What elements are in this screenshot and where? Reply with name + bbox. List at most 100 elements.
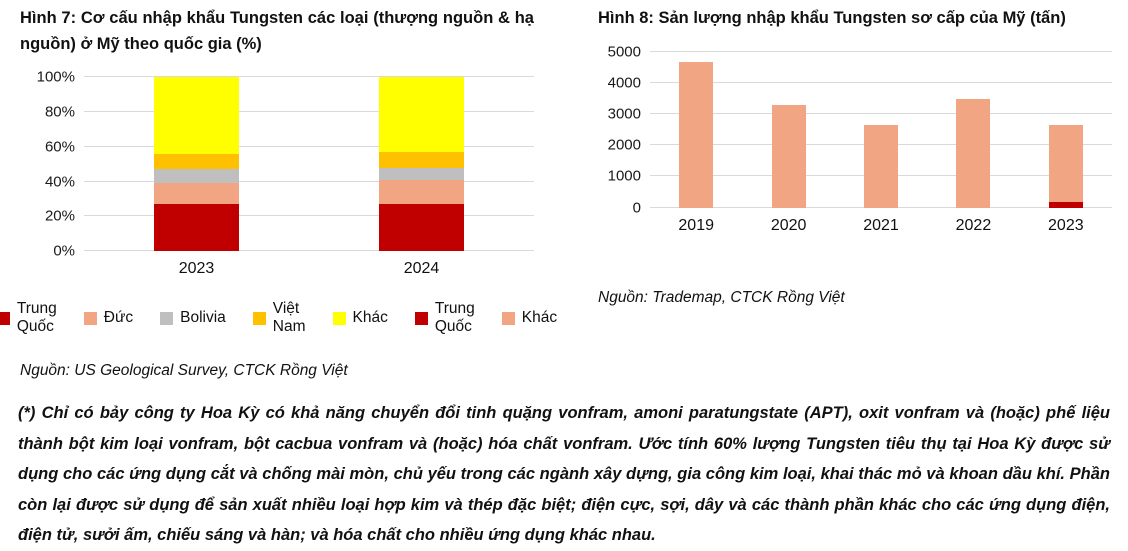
bar-segment bbox=[379, 167, 464, 180]
legend-label: Đức bbox=[103, 309, 134, 327]
bar-segment bbox=[154, 77, 239, 154]
legend-item: Bolivia bbox=[160, 309, 226, 327]
bar-slot bbox=[927, 52, 1019, 208]
bar-2023 bbox=[1048, 52, 1083, 208]
chart8-plot bbox=[650, 50, 1112, 208]
legend-label: Trung Quốc bbox=[16, 300, 57, 336]
x-tick-label: 2019 bbox=[678, 216, 714, 234]
y-tick-label: 1000 bbox=[607, 167, 641, 185]
chart8-y-axis: 0 1000 2000 3000 4000 5000 bbox=[598, 43, 650, 216]
chart8-plot-area: 0 1000 2000 3000 4000 5000 2019 2020 2021 2022 20… bbox=[598, 43, 1112, 235]
x-tick-label: 2023 bbox=[1048, 216, 1084, 234]
legend-item: Trung Quốc bbox=[414, 300, 475, 336]
x-tick-label: 2023 bbox=[178, 260, 215, 278]
bar-segment bbox=[154, 183, 239, 205]
legend-label: Bolivia bbox=[180, 309, 226, 327]
legend-item: Đức bbox=[83, 309, 134, 327]
page: Hình 7: Cơ cấu nhập khẩu Tungsten các lo… bbox=[0, 6, 1128, 544]
x-tick-label: 2024 bbox=[403, 260, 440, 278]
bar-segment bbox=[771, 105, 806, 208]
bar-2021 bbox=[864, 52, 899, 208]
legend-item: Trung Quốc bbox=[0, 300, 57, 336]
legend-item: Khác bbox=[501, 309, 558, 327]
legend-label: Trung Quốc bbox=[434, 300, 475, 336]
bar-slot bbox=[835, 52, 927, 208]
bar-segment bbox=[1048, 124, 1083, 203]
chart7-x-axis: 2023 2024 bbox=[84, 260, 534, 278]
bar-segment bbox=[956, 99, 991, 208]
bars-layer bbox=[650, 52, 1112, 208]
y-tick-label: 3000 bbox=[607, 105, 641, 123]
gridline bbox=[84, 76, 534, 78]
x-tick-label: 2022 bbox=[955, 216, 992, 234]
chart8-source: Nguồn: Trademap, CTCK Rồng Việt bbox=[598, 288, 845, 306]
bar-segment bbox=[154, 153, 239, 170]
bar-segment bbox=[154, 169, 239, 184]
chart7-plot-wrap: 2023 2024 bbox=[84, 76, 534, 278]
bar-2022 bbox=[956, 52, 991, 208]
gridline bbox=[84, 180, 534, 182]
legend-item: Việt Nam bbox=[252, 300, 306, 336]
bar-segment bbox=[1048, 202, 1083, 208]
y-tick-label: 60% bbox=[44, 138, 75, 156]
bar-slot bbox=[650, 52, 742, 208]
y-tick-label: 4000 bbox=[607, 74, 641, 92]
legend-swatch bbox=[414, 311, 428, 325]
bar-slot bbox=[84, 77, 309, 252]
gridline bbox=[650, 112, 1112, 114]
y-tick-label: 20% bbox=[44, 207, 75, 225]
chart8-title: Hình 8: Sản lượng nhập khẩu Tungsten sơ … bbox=[598, 9, 1066, 27]
bar-segment bbox=[679, 62, 714, 208]
gridline bbox=[650, 50, 1112, 52]
bar-2024 bbox=[379, 77, 464, 252]
y-tick-label: 0 bbox=[632, 199, 641, 217]
gridline bbox=[84, 110, 534, 112]
chart8-panel: Hình 8: Sản lượng nhập khẩu Tungsten sơ … bbox=[564, 6, 1128, 384]
chart7-panel: Hình 7: Cơ cấu nhập khẩu Tungsten các lo… bbox=[0, 6, 564, 384]
bar-slot bbox=[742, 52, 834, 208]
chart7-source: Nguồn: US Geological Survey, CTCK Rồng V… bbox=[20, 362, 348, 380]
legend-swatch bbox=[83, 311, 97, 325]
chart7-plot bbox=[84, 76, 534, 252]
y-tick-label: 0% bbox=[53, 242, 75, 260]
legend-swatch bbox=[501, 311, 515, 325]
chart7-plot-area: 0% 20% 40% 60% 80% 100% 2023 2024 bbox=[20, 69, 534, 278]
bar-segment bbox=[864, 124, 899, 208]
footnote: (*) Chỉ có bảy công ty Hoa Kỳ có khả năn… bbox=[18, 404, 1110, 545]
chart8-x-axis: 2019 2020 2021 2022 2023 bbox=[650, 217, 1112, 235]
legend-swatch bbox=[160, 311, 174, 325]
bar-2020 bbox=[771, 52, 806, 208]
legend-label: Việt Nam bbox=[272, 300, 306, 336]
y-tick-label: 100% bbox=[36, 68, 75, 86]
legend-label: Khác bbox=[352, 309, 388, 327]
x-tick-label: 2020 bbox=[770, 216, 807, 234]
bar-2019 bbox=[679, 52, 714, 208]
bar-2023 bbox=[154, 77, 239, 252]
bar-slot bbox=[1020, 52, 1112, 208]
chart7-legend: Trung Quốc Đức Bolivia Việt Nam Khác Trung Qu… bbox=[0, 300, 557, 336]
bar-segment bbox=[379, 204, 464, 252]
bars-layer bbox=[84, 77, 534, 252]
chart7-title: Hình 7: Cơ cấu nhập khẩu Tungsten các lo… bbox=[20, 9, 534, 53]
gridline bbox=[84, 215, 534, 217]
gridline bbox=[650, 81, 1112, 83]
bar-slot bbox=[309, 77, 534, 252]
legend-label: Khác bbox=[521, 309, 558, 327]
chart7-y-axis: 0% 20% 40% 60% 80% 100% bbox=[20, 69, 84, 260]
legend-swatch bbox=[252, 311, 266, 325]
y-tick-label: 80% bbox=[44, 103, 75, 121]
charts-row: Hình 7: Cơ cấu nhập khẩu Tungsten các lo… bbox=[0, 6, 1128, 384]
chart8-plot-wrap: 2019 2020 2021 2022 2023 bbox=[650, 50, 1112, 235]
y-tick-label: 2000 bbox=[607, 136, 641, 154]
gridline bbox=[84, 145, 534, 147]
bar-segment bbox=[154, 204, 239, 252]
legend-swatch bbox=[332, 311, 346, 325]
bar-segment bbox=[379, 151, 464, 168]
y-tick-label: 40% bbox=[44, 173, 75, 191]
y-tick-label: 5000 bbox=[607, 43, 641, 61]
gridline bbox=[84, 250, 534, 252]
bar-segment bbox=[379, 179, 464, 205]
x-tick-label: 2021 bbox=[863, 216, 899, 234]
legend-item: Khác bbox=[332, 309, 388, 327]
legend-swatch bbox=[0, 311, 10, 325]
